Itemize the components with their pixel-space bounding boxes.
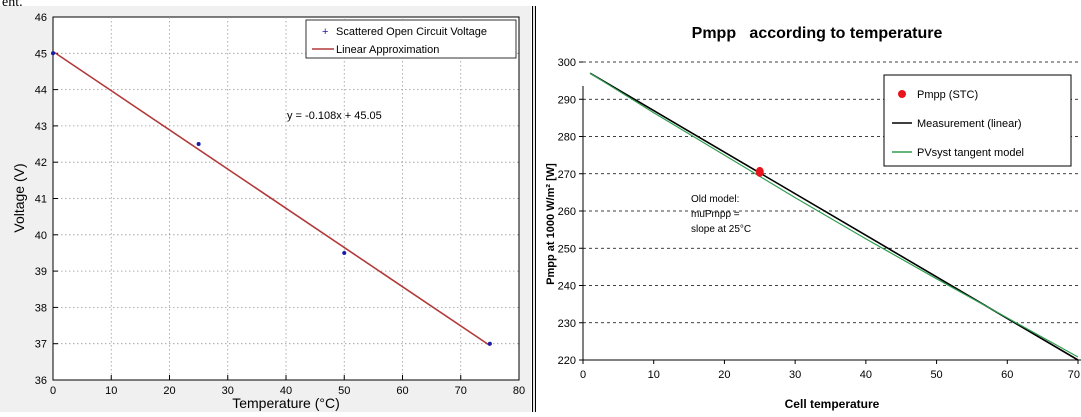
y-tick-label: 230 xyxy=(558,318,576,330)
legend-marker-pmpp-stc xyxy=(898,90,906,98)
y-tick-label: 45 xyxy=(35,48,47,60)
x-tick-label: 30 xyxy=(222,385,234,397)
x-tick-label: 80 xyxy=(513,385,525,397)
legend: + Scattered Open Circuit Voltage Linear … xyxy=(305,19,517,59)
annotation-line-1: Old model: xyxy=(691,194,739,205)
x-tick-label: 50 xyxy=(338,385,350,397)
x-tick-label: 20 xyxy=(163,385,175,397)
pvsyst-tangent-model-line xyxy=(589,72,1079,358)
header-text: ent. xyxy=(2,0,23,10)
x-tick-label: 10 xyxy=(105,385,117,397)
voltage-chart: 0 10 20 30 40 50 60 70 803637383940414243444546 … xyxy=(0,6,531,412)
chart-title: Pmpp according to temperature xyxy=(692,25,943,42)
legend-label-linear: Linear Approximation xyxy=(336,44,439,56)
legend-label-pmpp-stc: Pmpp (STC) xyxy=(917,89,978,101)
y-tick-label: 36 xyxy=(35,375,47,387)
pmpp-chart-panel: Pmpp according to temperature 220 230 240 2… xyxy=(537,6,1081,412)
series xyxy=(589,72,1079,361)
linear-approximation-line xyxy=(52,50,491,347)
annotation-line-2: muPmpp = xyxy=(691,209,740,220)
y-axis-label: Voltage (V) xyxy=(11,163,27,232)
y-tick-label: 250 xyxy=(558,243,576,255)
annotation-line-3: slope at 25°C xyxy=(691,224,751,235)
voltage-chart-panel: 0 10 20 30 40 50 60 70 80 36 37 38 39 40 41 42 43 44 45 46 … xyxy=(0,6,531,412)
old-model-annotation: Old model: muPmpp = slope at 25°C xyxy=(691,194,751,235)
y-tick-label: 260 xyxy=(558,206,576,218)
x-tick-label: 0 xyxy=(50,385,56,397)
y-tick-label: 42 xyxy=(35,157,47,169)
x-tick-label: 40 xyxy=(280,385,292,397)
legend-box xyxy=(883,74,1072,167)
y-tick-label: 39 xyxy=(35,266,47,278)
legend-label-pvsyst: PVsyst tangent model xyxy=(917,147,1024,159)
figure-background xyxy=(537,6,1081,412)
voltage-data-point xyxy=(342,250,347,255)
y-tick-label: 44 xyxy=(35,85,47,97)
x-tick-label: 0 xyxy=(580,369,586,381)
x-tick-label: 60 xyxy=(396,385,408,397)
y-tick-label: 38 xyxy=(35,302,47,314)
y-tick-label: 43 xyxy=(35,121,47,133)
y-tick-label: 270 xyxy=(558,169,576,181)
legend-label-scatter: Scattered Open Circuit Voltage xyxy=(336,26,487,38)
x-axis-label: Cell temperature xyxy=(785,397,880,411)
y-tick-label: 37 xyxy=(35,339,47,351)
x-tick-label: 70 xyxy=(1068,369,1080,381)
y-tick-label: 280 xyxy=(558,132,576,144)
y-axis-label: Pmpp at 1000 W/m² [W] xyxy=(545,163,557,285)
x-tick-label: 60 xyxy=(1001,369,1013,381)
voltage-data-point xyxy=(51,51,55,56)
grid xyxy=(52,16,520,381)
legend-label-measurement: Measurement (linear) xyxy=(917,118,1022,130)
tick-labels: 0 10 20 30 40 50 60 70 80 36 37 38 39 40 41 42 43 44 45 46 xyxy=(35,12,525,397)
x-tick-label: 40 xyxy=(860,369,872,381)
y-tick-label: 290 xyxy=(558,94,576,106)
y-tick-label: 41 xyxy=(35,194,47,206)
legend: Pmpp (STC) Measurement (linear) PVsyst t… xyxy=(883,74,1072,167)
y-tick-label: 46 xyxy=(35,12,47,24)
pmpp-chart: Pmpp according to temperature 2202302402… xyxy=(537,6,1081,412)
x-tick-label: 70 xyxy=(455,385,467,397)
voltage-data-point xyxy=(487,341,492,346)
legend-marker-scatter: + xyxy=(322,26,328,38)
voltage-data-point xyxy=(196,142,201,147)
y-tick-label: 300 xyxy=(558,57,576,69)
x-tick-label: 20 xyxy=(718,369,730,381)
pmpp-stc-point xyxy=(755,166,764,177)
x-tick-label: 50 xyxy=(930,369,942,381)
panel-divider xyxy=(532,6,536,412)
x-axis-label: Temperature (°C) xyxy=(232,395,340,411)
legend-box xyxy=(305,19,517,59)
y-tick-label: 240 xyxy=(558,281,576,293)
y-tick-label: 40 xyxy=(35,230,47,242)
regression-equation: y = -0.108x + 45.05 xyxy=(287,110,382,122)
series xyxy=(51,50,492,347)
x-tick-label: 30 xyxy=(789,369,801,381)
tick-labels: 220 230 240 250 260 270 280 290 300 0 10 20 30 40 50 60… xyxy=(558,57,1080,381)
y-tick-label: 220 xyxy=(558,355,576,367)
x-tick-label: 10 xyxy=(648,369,660,381)
